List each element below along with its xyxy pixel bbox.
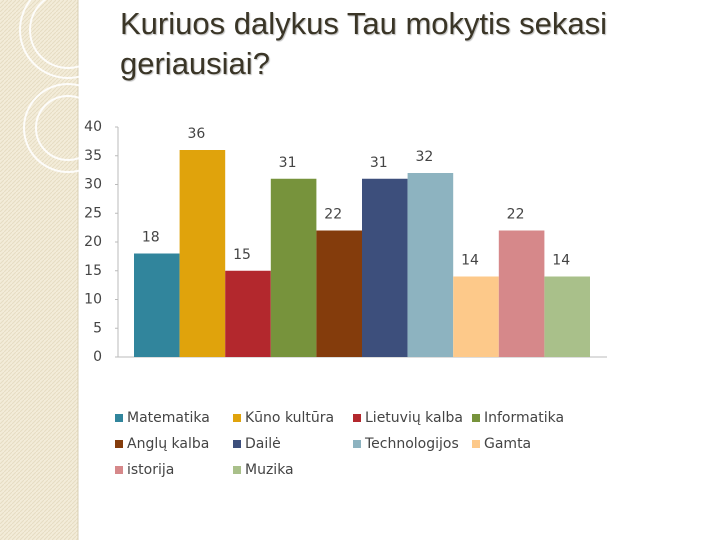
legend-swatch: [472, 440, 480, 448]
legend-swatch: [353, 440, 361, 448]
slide-title: Kuriuos dalykus Tau mokytis sekasi geria…: [120, 6, 608, 81]
legend-label: Muzika: [245, 462, 294, 478]
data-label: 18: [142, 230, 160, 246]
legend-swatch: [233, 414, 241, 422]
y-tick-label: 35: [84, 148, 102, 164]
legend-swatch: [115, 440, 123, 448]
legend-label: Kūno kultūra: [245, 410, 334, 426]
data-label: 22: [507, 207, 525, 223]
data-label: 36: [187, 126, 205, 142]
data-label: 31: [279, 155, 297, 171]
y-tick-label: 25: [84, 205, 102, 221]
data-label: 15: [233, 247, 251, 263]
legend-swatch: [115, 466, 123, 474]
bar: [544, 276, 590, 357]
y-tick-label: 40: [84, 119, 102, 135]
y-tick-label: 10: [84, 292, 102, 308]
legend-label: Gamta: [484, 436, 531, 452]
bar: [316, 230, 362, 357]
legend-label: Lietuvių kalba: [365, 410, 463, 426]
decor-circles: [19, 0, 117, 173]
bar: [453, 276, 499, 357]
side-stripe: [0, 0, 78, 540]
bar: [134, 253, 180, 357]
legend-swatch: [233, 466, 241, 474]
y-tick-label: 5: [93, 320, 102, 336]
legend-label: Informatika: [484, 410, 564, 426]
y-tick-label: 30: [84, 177, 102, 193]
legend-label: Dailė: [245, 436, 281, 452]
y-tick-label: 0: [93, 349, 102, 365]
data-label: 14: [552, 253, 570, 269]
bar: [498, 230, 545, 357]
data-label: 14: [461, 253, 479, 269]
y-tick-label: 20: [84, 234, 102, 250]
data-label: 22: [324, 207, 342, 223]
legend-swatch: [472, 414, 480, 422]
legend-swatch: [353, 414, 361, 422]
legend-swatch: [233, 440, 241, 448]
legend-label: istorija: [127, 462, 174, 478]
bar: [270, 178, 317, 357]
y-tick-label: 15: [84, 263, 102, 279]
legend-label: Technologijos: [364, 436, 459, 452]
data-label: 31: [370, 155, 388, 171]
legend-label: Matematika: [127, 410, 210, 426]
bar: [362, 178, 408, 357]
legend-label: Anglų kalba: [127, 436, 209, 452]
bar: [225, 270, 271, 357]
data-label: 32: [415, 149, 433, 165]
legend-swatch: [115, 414, 123, 422]
bar: [179, 150, 226, 357]
bar: [407, 173, 454, 357]
